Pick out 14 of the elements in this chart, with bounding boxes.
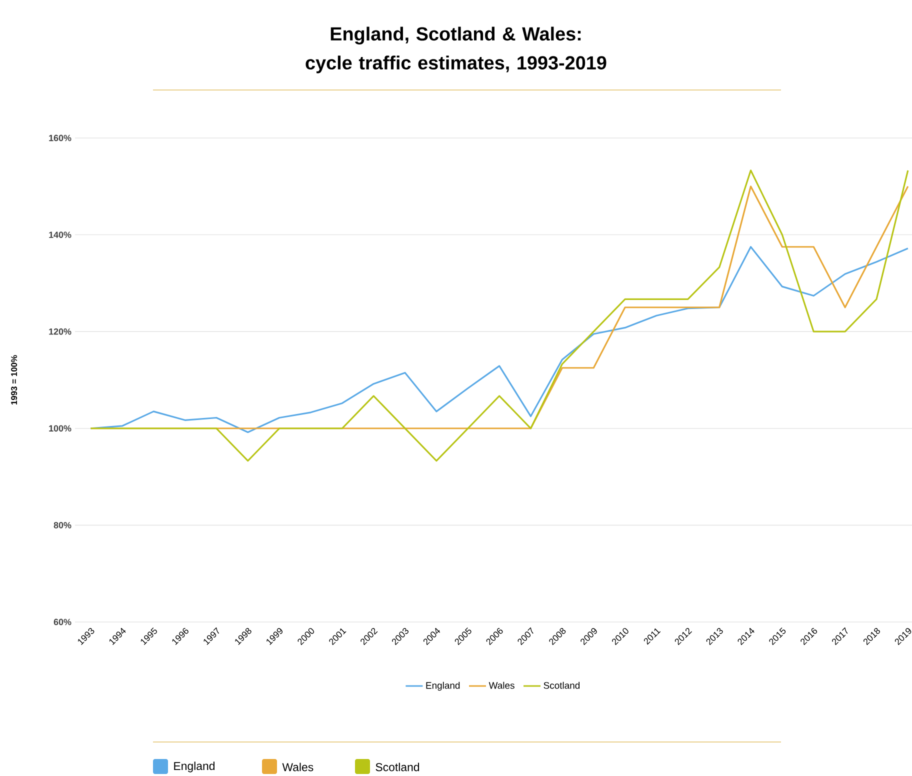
y-tick-label: 160%: [49, 134, 72, 142]
y-tick-label: 140%: [49, 232, 72, 238]
y-tick-label: 60%: [54, 618, 72, 626]
y-tick-label: 100%: [49, 425, 72, 432]
y-axis-title: 1993 = 100%: [11, 355, 18, 405]
legend-label: England: [426, 682, 460, 691]
text: Scotland: [376, 762, 420, 772]
text: England: [174, 762, 214, 772]
legend-label: Wales: [488, 682, 514, 689]
y-tick-label: 80%: [54, 522, 72, 528]
chart-title: England, Scotland & Wales: cycle traffic estimates, 1993-2019: [306, 26, 606, 74]
legend-label: Scotland: [544, 682, 580, 689]
y-tick-label: 120%: [49, 328, 72, 335]
text: Wales: [282, 762, 314, 772]
